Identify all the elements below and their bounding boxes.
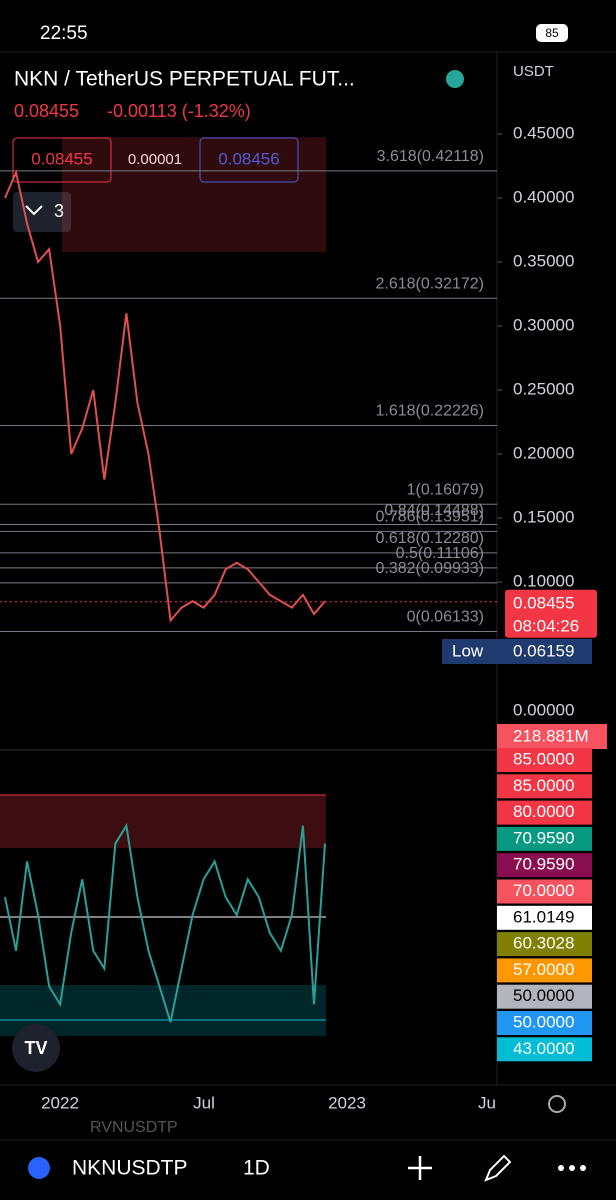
indicator-badge (497, 879, 592, 904)
add-button[interactable] (408, 1156, 432, 1180)
indicator-badge (497, 1011, 592, 1035)
indicator-value: 85.0000 (513, 749, 574, 768)
symbol-title[interactable]: NKN / TetherUS PERPETUAL FUT... (14, 68, 355, 91)
indicator-badge (497, 800, 592, 825)
more-button[interactable] (558, 1165, 586, 1171)
last-price: 0.08455 (14, 101, 79, 121)
clock: 22:55 (40, 23, 88, 44)
fib-label: 0.618(0.12280) (375, 530, 484, 547)
draw-button[interactable] (484, 1154, 512, 1182)
symbol-icon (28, 1157, 50, 1179)
indicator-badge (497, 905, 592, 930)
logo-mark: TV (24, 1038, 47, 1058)
y-tick-label: 0.35000 (513, 251, 574, 270)
volume-badge (497, 724, 607, 749)
fib-label: 0.84(0.14488) (384, 502, 484, 519)
indicator-value: 80.0000 (513, 802, 574, 821)
last-price-value: 0.08455 (513, 593, 574, 612)
indicator-value: 85.0000 (513, 776, 574, 795)
spread: 0.00001 (128, 151, 182, 168)
settings[interactable] (548, 1095, 566, 1113)
indicator-value: 43.0000 (513, 1039, 574, 1058)
x-tick-label: 2022 (41, 1093, 79, 1112)
indicator-badge (497, 748, 592, 772)
volume-last: 218.881M (513, 726, 589, 745)
x-tick-label: Jul (193, 1093, 215, 1112)
indicator-badge (497, 1037, 592, 1062)
y-tick-label: 0.25000 (513, 379, 574, 398)
x-tick-label: Ju (478, 1093, 496, 1112)
bottom-symbol[interactable]: NKNUSDTP (72, 1157, 188, 1180)
indicator-badge (497, 826, 592, 851)
indicator-value: 57.0000 (513, 960, 574, 979)
indicator-badge (497, 958, 592, 983)
fib-label: 0(0.06133) (407, 609, 484, 626)
fib-label: 2.618(0.32172) (375, 275, 484, 292)
indicator-value: 61.0149 (513, 907, 574, 926)
low-badge (442, 639, 592, 664)
indicator-value: 70.9590 (513, 855, 574, 874)
indicator-value: 70.9590 (513, 828, 574, 847)
y-tick-label: 0.10000 (513, 571, 574, 590)
indicator-value: 70.0000 (513, 881, 574, 900)
indicator-badge (497, 774, 592, 799)
status-dot (446, 70, 464, 88)
buy-price[interactable]: 0.08456 (218, 149, 279, 168)
fib-label: 0.382(0.09933) (375, 560, 484, 577)
interval[interactable]: 1D (243, 1157, 270, 1180)
y-tick-label: 0.40000 (513, 187, 574, 206)
fib-label: 1.618(0.22226) (375, 403, 484, 420)
low-label: Low (452, 641, 484, 660)
last-price-badge (505, 589, 597, 638)
logo[interactable] (12, 1024, 60, 1072)
countdown: 08:04:26 (513, 616, 579, 635)
fib-label: 3.618(0.42118) (377, 148, 484, 165)
currency[interactable]: USDT (513, 63, 554, 80)
chevron (25, 205, 43, 216)
indicator-value: 50.0000 (513, 986, 574, 1005)
ghost-symbol: RVNUSDTP (90, 1119, 178, 1136)
x-tick-label: 2023 (328, 1093, 366, 1112)
volume-zero: 0.00000 (513, 700, 574, 719)
fib-label: 1(0.16079) (407, 481, 484, 498)
y-tick-label: 0.30000 (513, 315, 574, 334)
sell-price[interactable]: 0.08455 (31, 149, 92, 168)
indicator-value: 50.0000 (513, 1012, 574, 1031)
low-value: 0.06159 (513, 641, 574, 660)
indicator-badge (497, 932, 592, 957)
indicator-badge (497, 853, 592, 878)
oscillator-line (4, 822, 326, 1023)
indicator-count[interactable]: 3 (54, 201, 64, 221)
battery-level: 85 (545, 26, 559, 40)
y-tick-label: 0.20000 (513, 443, 574, 462)
target-zone (62, 137, 326, 252)
fib-label: 0.5(0.11106) (396, 545, 484, 562)
indicator-value: 60.3028 (513, 934, 574, 953)
indicator-badge (497, 984, 592, 1009)
price-line (4, 169, 326, 623)
y-tick-label: 0.15000 (513, 507, 574, 526)
fib-label: 0.786(0.13951) (375, 509, 484, 526)
battery-icon (536, 24, 568, 42)
y-tick-label: 0.45000 (513, 123, 574, 142)
price-change: -0.00113 (-1.32%) (107, 101, 251, 121)
overbought-band (0, 795, 326, 848)
